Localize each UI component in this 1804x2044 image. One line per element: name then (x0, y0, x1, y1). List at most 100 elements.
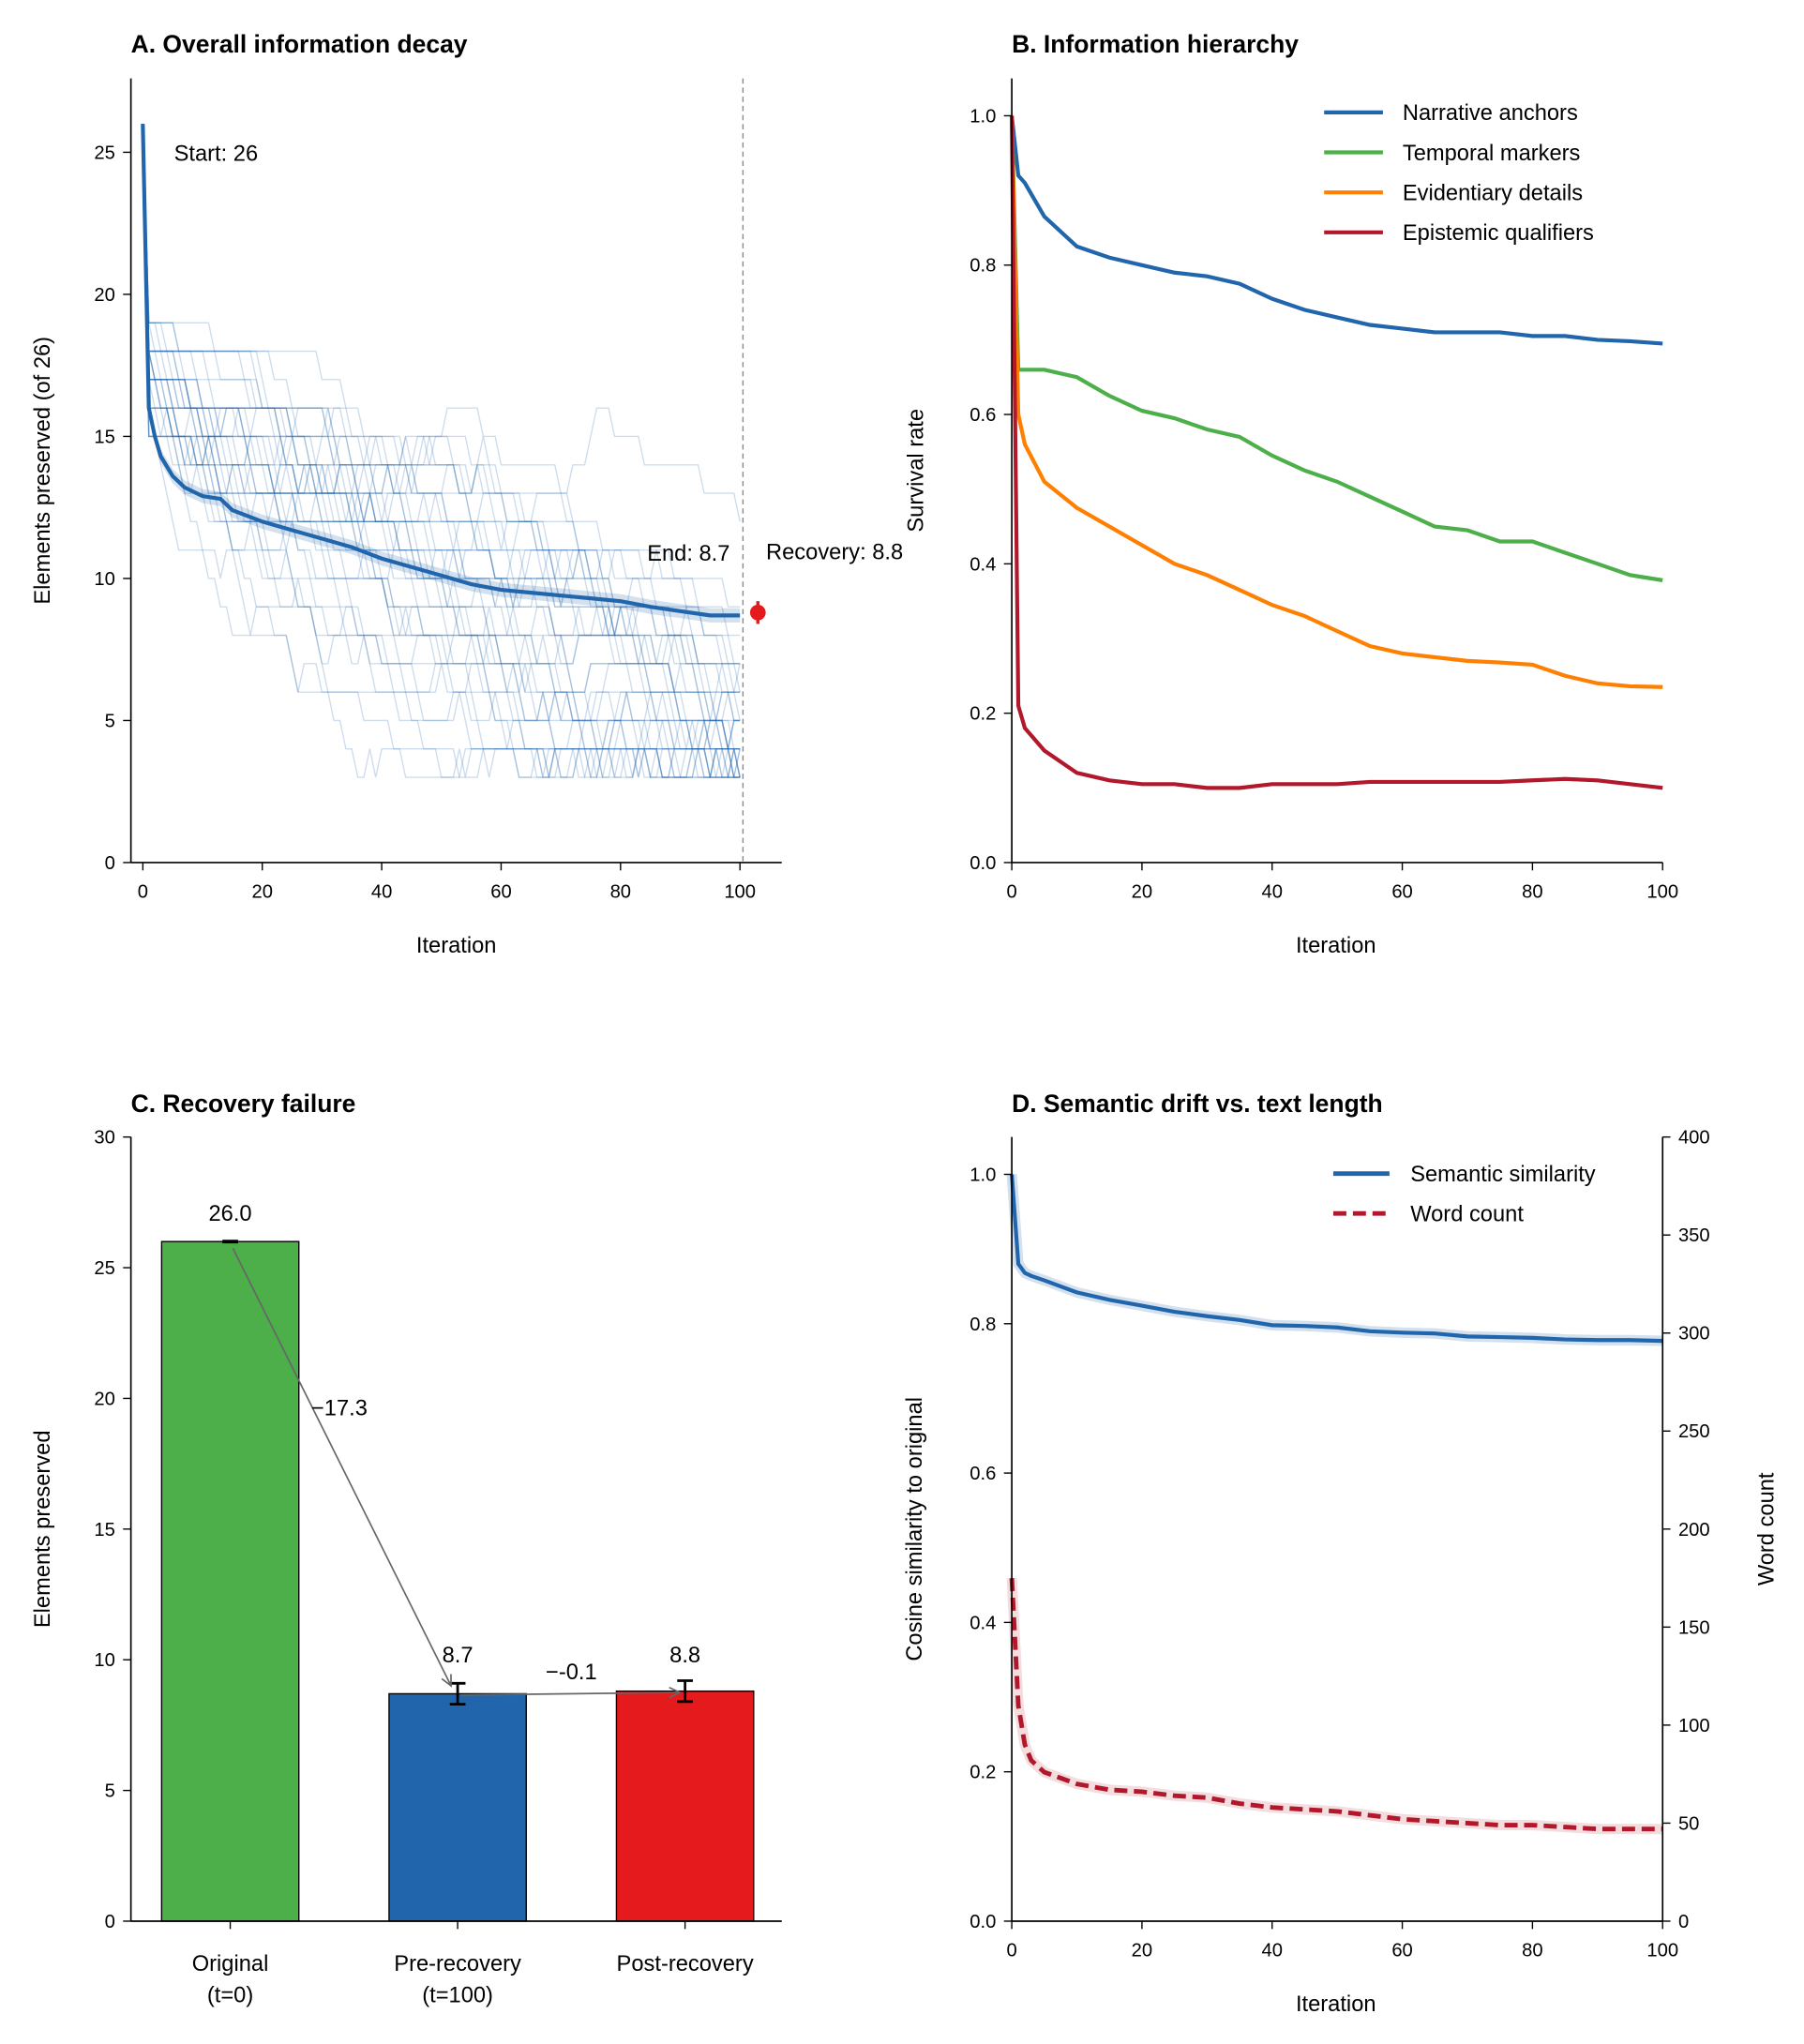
individual-run-line (142, 124, 741, 721)
arrow-head (441, 1674, 452, 1688)
y-tick-label: 1.0 (970, 1165, 996, 1185)
panel-a-title: A. Overall information decay (131, 30, 468, 58)
error-bar (222, 1240, 238, 1244)
x-tick-label: 40 (371, 882, 392, 903)
individual-run-line (142, 124, 741, 608)
individual-run-line (142, 124, 741, 778)
legend-label: Evidentiary details (1403, 182, 1583, 206)
panel-b-title: B. Information hierarchy (1012, 30, 1299, 58)
y2-tick-label: 350 (1678, 1225, 1710, 1246)
x-tick-label: 80 (1522, 882, 1542, 903)
y-tick-label: 0 (105, 1912, 115, 1932)
series-line-1 (1009, 115, 1663, 582)
individual-run-line (142, 124, 741, 778)
series-line-0 (1010, 115, 1663, 346)
x-tick-label: 0 (138, 882, 148, 903)
x-tick-label: 20 (251, 882, 272, 903)
x-tick-label: 80 (610, 882, 631, 903)
x-tick-label: 60 (490, 882, 511, 903)
individual-run-line (142, 124, 741, 637)
x-tick-label: 100 (1646, 1941, 1678, 1961)
x-axis-label: Iteration (416, 934, 497, 958)
bar-value-label: 8.8 (669, 1644, 700, 1668)
panel-d-title: D. Semantic drift vs. text length (1012, 1090, 1383, 1118)
similarity-ci-band (1006, 1174, 1663, 1346)
individual-run-line (142, 124, 741, 778)
legend-label: Narrative anchors (1403, 101, 1578, 126)
y-tick-label: 0.4 (970, 554, 996, 575)
individual-run-line (142, 124, 741, 778)
x-tick-label: 80 (1522, 1941, 1542, 1961)
individual-run-line (142, 124, 741, 778)
x-axis-label: Iteration (1296, 934, 1376, 958)
y2-tick-label: 250 (1678, 1421, 1710, 1442)
category-label: Pre-recovery (394, 1952, 521, 1976)
end-annotation: End: 8.7 (647, 542, 729, 566)
category-sublabel: (t=100) (422, 1983, 493, 2007)
x-axis-label: Iteration (1296, 1992, 1376, 2017)
individual-run-line (142, 124, 741, 749)
y2-tick-label: 0 (1678, 1912, 1689, 1932)
y2-tick-label: 50 (1678, 1813, 1699, 1834)
panel-b: Narrative anchors Temporal markers Evident… (904, 78, 1678, 958)
series-line-3 (1009, 115, 1663, 790)
change-arrow (232, 1247, 452, 1687)
error-bar (449, 1681, 466, 1706)
individual-run-line (142, 124, 741, 778)
individual-run-line (142, 124, 741, 665)
bar-value-label: 26.0 (209, 1202, 252, 1226)
x-tick-label: 100 (1646, 882, 1678, 903)
word-count-ci-band (1006, 1577, 1663, 1835)
y-tick-label: 0.2 (970, 704, 996, 725)
individual-run-line (142, 124, 741, 750)
y2-tick-label: 300 (1678, 1324, 1710, 1345)
y-tick-label: 15 (94, 1520, 114, 1541)
x-tick-label: 40 (1261, 882, 1282, 903)
y2-tick-label: 200 (1678, 1520, 1710, 1541)
panel-d: 0 20 40 60 80 100 0.0 0.2 0.4 0.6 0.8 1.0 0 50 100 150 2… (903, 1128, 1780, 2018)
individual-run-line (142, 124, 741, 750)
y-axis-label: Survival rate (904, 409, 928, 533)
y2-tick-label: 100 (1678, 1716, 1710, 1736)
individual-run-line (142, 124, 741, 778)
y-tick-label: 20 (94, 285, 114, 306)
change-arrow (459, 1691, 681, 1696)
y-tick-label: 1.0 (970, 106, 996, 127)
y2-axis-label: Word count (1755, 1472, 1780, 1586)
change-label: −17.3 (311, 1397, 368, 1421)
individual-run-line (142, 124, 741, 778)
y-tick-label: 0.6 (970, 1464, 996, 1484)
individual-run-line (142, 124, 741, 778)
category-label: Post-recovery (617, 1952, 754, 1976)
category-label: Original (192, 1952, 269, 1976)
legend-label: Word count (1410, 1203, 1524, 1227)
bar (388, 1692, 527, 1922)
individual-run-line (142, 124, 741, 778)
individual-run-line (142, 124, 741, 693)
y-tick-label: 0.4 (970, 1613, 996, 1633)
word-count-line (1009, 1577, 1663, 1832)
panel-c: 26.0 Original (t=0) 8.7 Pre-recovery (t=100) 8… (31, 1128, 782, 2007)
individual-run-line (142, 124, 741, 778)
x-tick-label: 0 (1006, 882, 1016, 903)
individual-run-line (142, 124, 741, 750)
individual-run-line (142, 124, 741, 778)
individual-run-line (142, 124, 741, 778)
similarity-line (1009, 1174, 1663, 1344)
y-tick-label: 10 (94, 569, 114, 590)
individual-run-line (142, 124, 741, 693)
individual-run-line (142, 124, 741, 579)
series-line-2 (1009, 115, 1663, 689)
x-tick-label: 60 (1391, 882, 1412, 903)
y-tick-label: 0 (105, 853, 115, 874)
x-tick-label: 20 (1132, 1941, 1152, 1961)
y-axis-label: Elements preserved (31, 1430, 55, 1628)
x-tick-label: 40 (1261, 1941, 1282, 1961)
y-tick-label: 10 (94, 1650, 114, 1671)
y-tick-label: 30 (94, 1128, 114, 1149)
y-tick-label: 0.0 (970, 853, 996, 874)
y-tick-label: 20 (94, 1389, 114, 1409)
y-tick-label: 25 (94, 1258, 114, 1279)
x-tick-label: 0 (1006, 1941, 1016, 1961)
